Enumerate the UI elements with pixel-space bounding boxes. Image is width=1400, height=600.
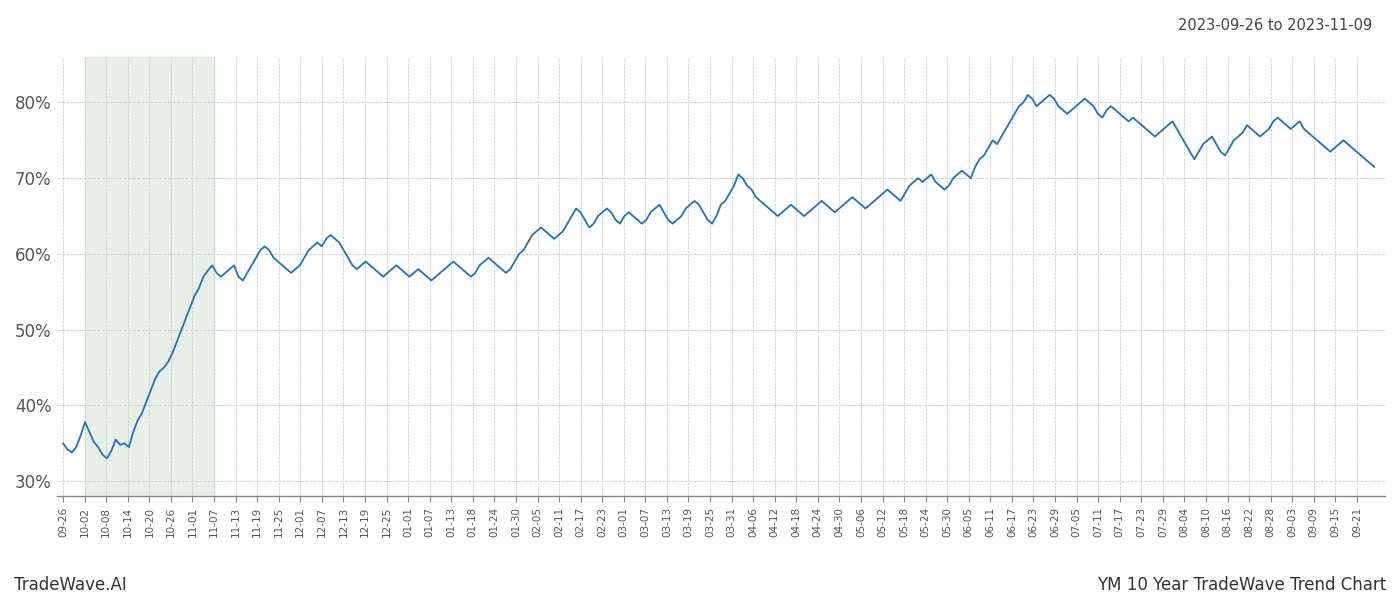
Bar [84, 57, 214, 496]
Text: TradeWave.AI: TradeWave.AI [14, 576, 127, 594]
Text: 2023-09-26 to 2023-11-09: 2023-09-26 to 2023-11-09 [1177, 18, 1372, 33]
Text: YM 10 Year TradeWave Trend Chart: YM 10 Year TradeWave Trend Chart [1096, 576, 1386, 594]
